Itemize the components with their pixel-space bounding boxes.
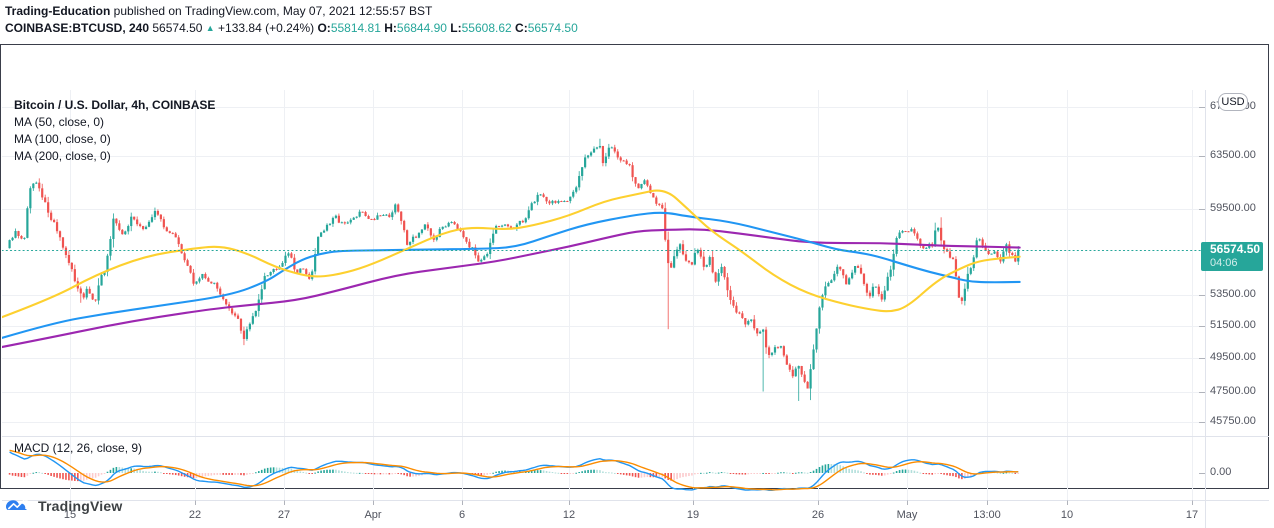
time-tick-label: 27 — [277, 509, 291, 521]
open-label: O: — [317, 21, 331, 35]
time-tick-label: 13:00 — [973, 509, 1001, 521]
price-chart-canvas[interactable] — [2, 90, 1269, 528]
open-value: 55814.81 — [330, 21, 381, 35]
chart-widget: Bitcoin / U.S. Dollar, 4h, COINBASE MA (… — [0, 44, 1269, 528]
last-price: 56574.50 — [152, 21, 203, 35]
price-change: +133.84 (+0.24%) — [218, 21, 315, 35]
ma50-legend: MA (50, close, 0) — [14, 115, 105, 129]
high-label: H: — [384, 21, 397, 35]
chart-legend[interactable]: Bitcoin / U.S. Dollar, 4h, COINBASE MA (… — [14, 97, 215, 165]
time-tick-label: 15 — [63, 509, 77, 521]
low-value: 55608.62 — [461, 21, 512, 35]
symbol-title: Bitcoin / U.S. Dollar, 4h, COINBASE — [14, 98, 216, 112]
ma100-legend: MA (100, close, 0) — [14, 132, 111, 146]
symbol-line: COINBASE:BTCUSD, 240 56574.50 ▲ +133.84 … — [5, 21, 578, 35]
price-tick-label: 47500.00 — [1210, 385, 1256, 397]
time-tick-label: 19 — [686, 509, 700, 521]
tradingview-logo[interactable]: TradingView — [6, 498, 122, 514]
close-label: C: — [515, 21, 528, 35]
badge-countdown: 04:06 — [1210, 257, 1238, 269]
ma200-legend: MA (200, close, 0) — [14, 149, 111, 163]
time-tick-label: 26 — [811, 509, 825, 521]
price-tick-label: 53500.00 — [1210, 288, 1256, 300]
price-tick-label: 59500.00 — [1210, 202, 1256, 214]
published-text: published on TradingView.com, May 07, 20… — [110, 4, 433, 18]
price-tick-label: 45750.00 — [1210, 415, 1256, 427]
time-tick-label: 22 — [188, 509, 202, 521]
time-tick-label: 10 — [1060, 509, 1074, 521]
time-tick-label: May — [896, 509, 918, 521]
badge-price: 56574.50 — [1210, 242, 1261, 256]
symbol-name: COINBASE:BTCUSD, 240 — [5, 21, 150, 35]
high-value: 56844.90 — [396, 21, 447, 35]
low-label: L: — [450, 21, 462, 35]
currency-toggle-button[interactable]: USD — [1218, 93, 1248, 111]
time-tick-label: 6 — [458, 509, 466, 521]
price-tick-label: 63500.00 — [1210, 149, 1256, 161]
price-tick-label: 49500.00 — [1210, 351, 1256, 363]
close-value: 56574.50 — [527, 21, 578, 35]
last-price-badge[interactable]: 56574.50 04:06 — [1201, 242, 1263, 271]
up-arrow-icon: ▲ — [205, 23, 215, 33]
published-line: Trading-Education published on TradingVi… — [5, 4, 432, 18]
time-tick-label: 17 — [1185, 509, 1199, 521]
author-name: Trading-Education — [5, 4, 111, 18]
tradingview-cloud-icon — [6, 499, 28, 510]
macd-zero-label: 0.00 — [1210, 466, 1232, 478]
time-tick-label: Apr — [364, 509, 382, 521]
time-tick-label: 12 — [562, 509, 576, 521]
logo-text: TradingView — [38, 498, 123, 514]
macd-legend[interactable]: MACD (12, 26, close, 9) — [14, 441, 143, 455]
price-tick-label: 51500.00 — [1210, 319, 1256, 331]
